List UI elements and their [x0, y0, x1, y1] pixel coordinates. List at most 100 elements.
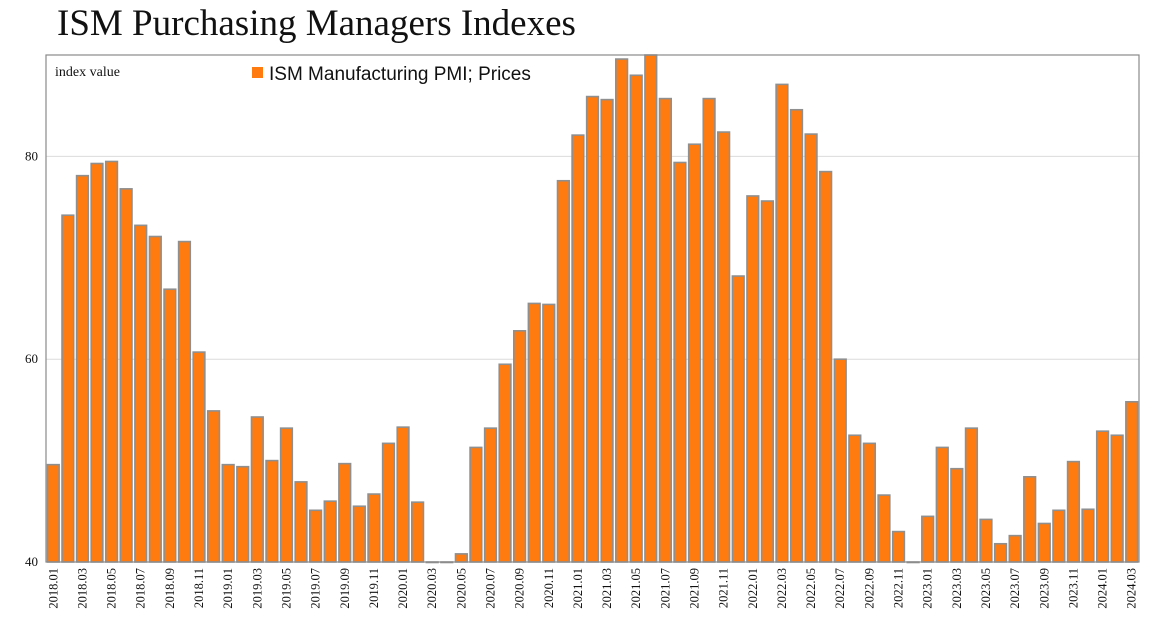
x-tick-label: 2020.09: [513, 568, 527, 609]
x-tick-label: 2022.07: [833, 568, 847, 609]
bar-2019.05: [279, 427, 294, 563]
bar-2023.02: [935, 446, 949, 563]
legend: ISM Manufacturing PMI; Prices: [252, 64, 531, 85]
bar-2019.10: [352, 505, 366, 563]
x-tick-label: 2018.03: [75, 568, 89, 609]
bar-2022.01: [746, 195, 760, 563]
bars: [46, 54, 1139, 564]
bar-2018.09: [163, 288, 177, 563]
x-tick-label: 2023.11: [1066, 568, 1080, 608]
bar-2024.01: [1095, 430, 1110, 563]
bar-2019.08: [323, 500, 337, 563]
x-tick-label: 2021.11: [717, 568, 731, 608]
x-tick-label: 2024.03: [1125, 568, 1139, 609]
bar-2022.08: [848, 434, 862, 563]
bar-2022.04: [789, 108, 804, 563]
bar-2023.03: [950, 467, 964, 563]
bar-2022.09: [862, 442, 877, 563]
x-tick-label: 2020.07: [483, 568, 497, 609]
x-tick-label: 2020.01: [396, 568, 410, 609]
bar-2019.11: [367, 493, 381, 563]
bar-2022.11: [891, 530, 906, 563]
bar-2021.07: [658, 97, 672, 563]
bar-2020.10: [527, 302, 541, 563]
y-tick-label: 60: [25, 351, 38, 366]
bar-2024.03: [1125, 400, 1139, 563]
x-tick-label: 2019.05: [279, 568, 293, 609]
bar-2023.08: [1023, 476, 1037, 563]
x-tick-label: 2018.11: [192, 568, 206, 608]
bar-2021.09: [687, 143, 702, 563]
bar-2019.09: [338, 462, 352, 563]
bar-2023.09: [1037, 522, 1051, 563]
y-axis-label: index value: [55, 65, 120, 80]
bar-2022.10: [877, 494, 891, 563]
legend-label: ISM Manufacturing PMI; Prices: [269, 64, 531, 85]
bar-2022.03: [775, 83, 789, 563]
bar-2023.12: [1081, 508, 1095, 563]
x-tick-label: 2023.03: [950, 568, 964, 609]
x-tick-label: 2022.01: [746, 568, 760, 609]
bar-2019.04: [265, 459, 279, 563]
bar-2020.11: [542, 303, 556, 563]
bar-2021.04: [615, 58, 629, 563]
bar-2018.10: [177, 240, 192, 563]
x-tick-label: 2021.01: [571, 568, 585, 609]
bar-2020.12: [556, 179, 570, 563]
x-tick-label: 2022.09: [862, 568, 876, 609]
x-tick-label: 2022.05: [804, 568, 818, 609]
bar-2022.06: [819, 170, 833, 563]
bar-2018.04: [90, 162, 104, 563]
bar-2020.08: [498, 363, 512, 563]
x-tick-label: 2023.07: [1008, 568, 1022, 609]
bar-2020.07: [483, 427, 498, 563]
legend-swatch: [252, 67, 263, 78]
bar-2021.02: [585, 95, 600, 563]
x-tick-label: 2023.01: [921, 568, 935, 609]
bar-2023.06: [993, 542, 1008, 563]
bar-2019.12: [381, 442, 396, 563]
bar-2020.05: [454, 553, 468, 563]
bar-2019.06: [294, 481, 308, 563]
x-tick-label: 2021.03: [600, 568, 614, 609]
bar-2020.01: [396, 426, 410, 563]
bar-2021.12: [731, 275, 745, 563]
x-axis-ticks: 2018.01 2018.03 2018.05 2018.07 2018.09 2018.…: [46, 568, 1138, 609]
bar-2021.10: [702, 97, 716, 563]
x-tick-label: 2019.11: [367, 568, 381, 608]
x-tick-label: 2023.05: [979, 568, 993, 609]
bar-2019.01: [221, 463, 235, 563]
x-tick-label: 2019.01: [221, 568, 235, 609]
bar-2021.01: [571, 134, 585, 563]
bar-2019.03: [250, 416, 264, 563]
bar-2018.12: [206, 410, 221, 563]
bar-2021.08: [673, 161, 687, 563]
x-tick-label: 2020.05: [454, 568, 468, 609]
bar-2018.08: [148, 235, 162, 563]
x-tick-label: 2018.01: [46, 568, 60, 609]
x-tick-label: 2018.05: [105, 568, 119, 609]
x-tick-label: 2021.09: [688, 568, 702, 609]
x-tick-label: 2020.11: [542, 568, 556, 608]
x-tick-label: 2024.01: [1096, 568, 1110, 609]
x-tick-label: 2022.11: [892, 568, 906, 608]
bar-2022.02: [760, 200, 775, 563]
x-tick-label: 2020.03: [425, 568, 439, 609]
bar-2019.07: [308, 509, 323, 563]
x-tick-label: 2021.05: [629, 568, 643, 609]
x-tick-label: 2021.07: [658, 568, 672, 609]
bar-2023.01: [921, 515, 935, 563]
bar-2023.07: [1008, 534, 1022, 563]
bar-2020.02: [410, 501, 425, 563]
bar-2021.11: [717, 131, 731, 563]
plot-frame: [45, 54, 1140, 563]
y-axis-ticks: 40 60 80: [25, 148, 38, 569]
bar-2023.11: [1066, 460, 1081, 563]
bar-2018.06: [119, 188, 133, 563]
bar-2018.02: [61, 214, 75, 563]
bar-2022.07: [833, 358, 847, 563]
bar-2021.03: [600, 98, 614, 563]
bar-2021.05: [629, 74, 643, 563]
bar-2024.02: [1110, 434, 1124, 563]
